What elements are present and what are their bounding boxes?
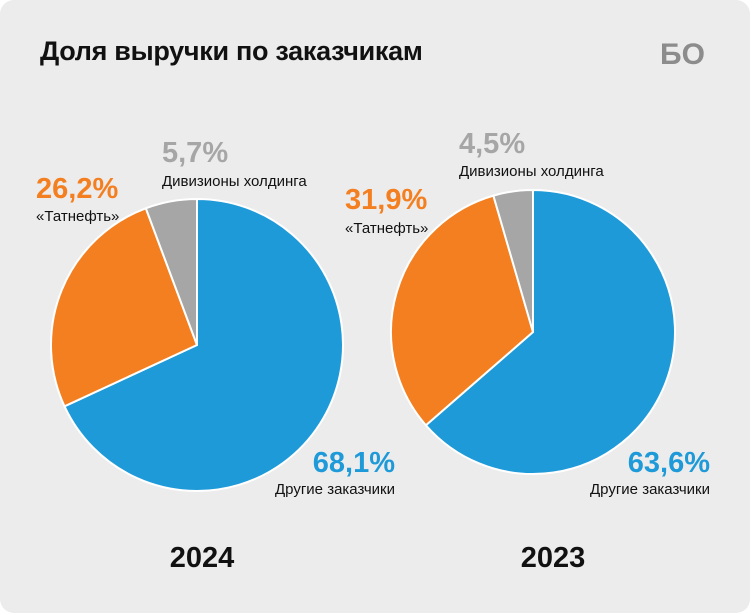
- year-label-2023: 2023: [521, 542, 586, 574]
- pie-slice-divisions-2024: [144, 198, 198, 346]
- slice-value-tatneft-2023: 31,9%: [345, 184, 427, 216]
- pie-slice-others-2024: [63, 198, 344, 492]
- slice-label-tatneft-2024: «Татнефть»: [36, 208, 119, 225]
- slice-value-tatneft-2024: 26,2%: [36, 173, 118, 205]
- logo-text: БО: [660, 38, 705, 70]
- slice-label-divisions-2023: Дивизионы холдинга: [459, 163, 604, 180]
- slice-label-others-2023: Другие заказчики: [590, 481, 710, 498]
- slice-value-others-2024: 68,1%: [313, 447, 395, 479]
- pie-chart-2024: [50, 198, 344, 492]
- chart-title: Доля выручки по заказчикам: [40, 36, 423, 66]
- year-label-2024: 2024: [170, 542, 235, 574]
- pie-slice-divisions-2023: [492, 189, 534, 333]
- bo-logo: БО: [660, 38, 705, 70]
- slice-label-divisions-2024: Дивизионы холдинга: [162, 173, 307, 190]
- pie-slice-tatneft-2024: [50, 207, 198, 408]
- pie-slice-tatneft-2023: [390, 194, 534, 427]
- pie-slice-others-2023: [424, 189, 676, 475]
- slice-value-others-2023: 63,6%: [628, 447, 710, 479]
- slice-value-divisions-2023: 4,5%: [459, 128, 525, 160]
- slice-label-others-2024: Другие заказчики: [275, 481, 395, 498]
- slice-label-tatneft-2023: «Татнефть»: [345, 220, 428, 237]
- slice-value-divisions-2024: 5,7%: [162, 137, 228, 169]
- pie-chart-2023: [390, 189, 676, 475]
